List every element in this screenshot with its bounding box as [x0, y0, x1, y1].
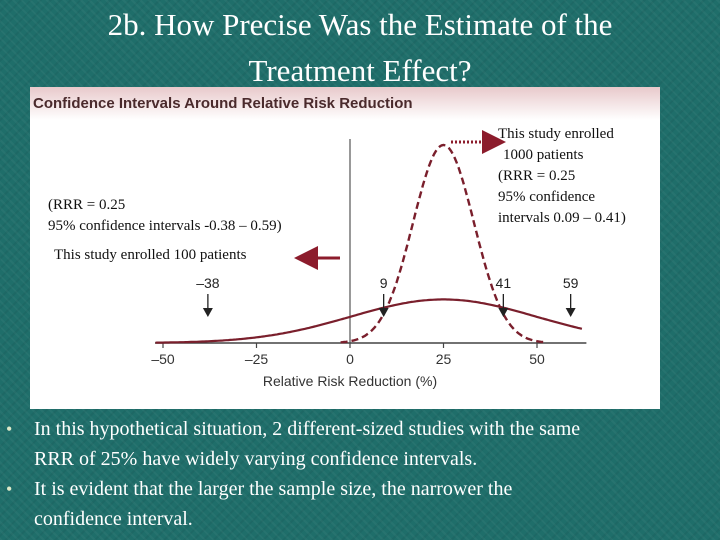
ci-marker: 59	[563, 275, 579, 317]
x-tick-label: –25	[245, 351, 269, 367]
ci-marker-label: 9	[380, 275, 388, 291]
down-arrow-icon	[498, 308, 509, 317]
slide-title-line-1: 2b. How Precise Was the Estimate of the	[107, 7, 613, 42]
down-arrow-icon	[378, 308, 389, 317]
large-study-annotation: This study enrolled 1000 patients (RRR =…	[498, 124, 626, 229]
ci-marker: 41	[496, 275, 512, 317]
large-study-curve	[340, 143, 547, 344]
small-study-enrolled-label: This study enrolled 100 patients	[54, 247, 247, 263]
ci-marker: –38	[196, 275, 220, 317]
small-study-curve	[155, 298, 583, 344]
chart-figure: Confidence Intervals Around Relative Ris…	[30, 87, 660, 409]
down-arrow-icon	[565, 308, 576, 317]
slide-title: 2b. How Precise Was the Estimate of the …	[0, 2, 720, 94]
ci-marker-label: –38	[196, 275, 220, 291]
x-tick-label: 0	[346, 351, 354, 367]
x-tick-label: 50	[529, 351, 545, 367]
bullet-dot-icon: •	[6, 419, 13, 439]
ci-marker: 9	[378, 275, 389, 317]
large-study-line-5: intervals 0.09 – 0.41)	[498, 210, 626, 226]
bullet-2-line-2: confidence interval.	[34, 508, 193, 530]
large-study-line-4: 95% confidence	[498, 189, 596, 205]
bullet-2-line-1: It is evident that the larger the sample…	[34, 478, 513, 500]
small-study-rrr-text: (RRR = 0.25	[48, 197, 126, 213]
ci-marker-label: 59	[563, 275, 579, 291]
x-axis-label: Relative Risk Reduction (%)	[263, 373, 437, 389]
chart-plot: –50 –25 0 25 50 Relative Risk Reduction (%) –…	[151, 130, 587, 389]
chart-header-band: Confidence Intervals Around Relative Ris…	[30, 87, 660, 120]
x-tick-label: –50	[151, 351, 175, 367]
x-tick-label: 25	[436, 351, 452, 367]
large-study-line-2: 1000 patients	[503, 147, 584, 163]
bullet-1-line-2: RRR of 25% have widely varying confidenc…	[34, 448, 478, 470]
large-study-line-1: This study enrolled	[498, 126, 614, 142]
bullet-item-1: • In this hypothetical situation, 2 diff…	[6, 414, 706, 474]
large-study-line-3: (RRR = 0.25	[498, 168, 576, 184]
chart-title: Confidence Intervals Around Relative Ris…	[33, 95, 413, 112]
bullet-1-line-1: In this hypothetical situation, 2 differ…	[34, 418, 581, 440]
ci-marker-label: 41	[496, 275, 512, 291]
slide-title-line-2: Treatment Effect?	[248, 53, 472, 88]
bullet-list: • In this hypothetical situation, 2 diff…	[6, 414, 706, 534]
bullet-item-2: • It is evident that the larger the samp…	[6, 474, 706, 534]
small-study-ci-text: 95% confidence intervals -0.38 – 0.59)	[48, 218, 282, 234]
small-study-annotation: (RRR = 0.25 95% confidence intervals -0.…	[48, 195, 282, 237]
bullet-dot-icon: •	[6, 479, 13, 499]
down-arrow-icon	[202, 308, 213, 317]
